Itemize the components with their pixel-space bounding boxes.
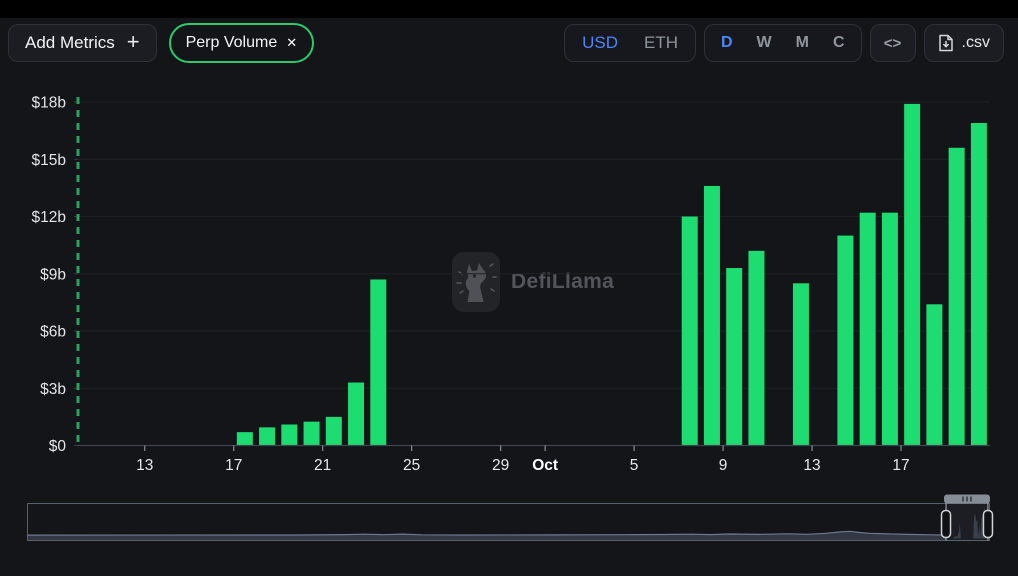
currency-option-usd[interactable]: USD — [582, 33, 618, 52]
volume-bar-sep-17[interactable] — [236, 432, 253, 446]
volume-bar-oct-8[interactable] — [703, 185, 720, 446]
slider-window-preview — [946, 505, 988, 539]
file-download-icon — [938, 34, 953, 52]
plus-icon: + — [126, 29, 140, 54]
volume-bar-oct-18[interactable] — [926, 304, 943, 446]
grip-dots-icon — [970, 496, 972, 502]
x-axis-label: 21 — [314, 457, 331, 474]
toolbar-left: Add Metrics + Perp Volume ✕ — [8, 23, 315, 63]
toolbar-right: USD ETH D W M C <> .csv — [564, 24, 1004, 62]
y-axis-label: $9b — [40, 266, 66, 283]
volume-bar-sep-19[interactable] — [281, 424, 298, 446]
volume-bar-sep-21[interactable] — [325, 416, 342, 446]
slider-right-handle[interactable] — [982, 509, 994, 539]
x-axis-label: 5 — [630, 457, 639, 474]
add-metrics-label: Add Metrics — [25, 33, 115, 52]
volume-bar-oct-7[interactable] — [681, 216, 698, 446]
y-axis-label: $3b — [40, 381, 66, 398]
slider-data-shadow-line — [27, 530, 947, 536]
interval-option-weekly[interactable]: W — [756, 34, 772, 51]
interval-option-monthly[interactable]: M — [795, 34, 809, 51]
chart-toolbar: Add Metrics + Perp Volume ✕ USD ETH D W … — [8, 23, 1004, 63]
volume-bar-oct-20[interactable] — [970, 122, 987, 446]
volume-bar-sep-23[interactable] — [370, 279, 387, 446]
interval-option-cumulative[interactable]: C — [832, 34, 845, 51]
interval-toggle: D W M C — [703, 24, 862, 62]
x-axis-label: Oct — [532, 457, 558, 474]
volume-bar-oct-12[interactable] — [792, 283, 809, 446]
volume-bar-oct-14[interactable] — [837, 235, 854, 446]
x-axis-label: 13 — [136, 457, 153, 474]
volume-bar-oct-17[interactable] — [904, 103, 921, 446]
embed-code-button[interactable]: <> — [869, 24, 916, 62]
y-axis-label: $0 — [49, 438, 67, 455]
x-axis-label: 25 — [403, 457, 420, 474]
volume-bar-oct-19[interactable] — [948, 147, 965, 446]
volume-bar-oct-10[interactable] — [748, 250, 765, 446]
metric-pill-label: Perp Volume — [185, 34, 278, 51]
y-axis-label: $15b — [32, 152, 66, 169]
currency-option-eth[interactable]: ETH — [643, 33, 678, 52]
volume-bar-sep-18[interactable] — [259, 427, 276, 446]
metric-pill-perp-volume[interactable]: Perp Volume ✕ — [168, 23, 315, 63]
x-axis-label: 17 — [225, 457, 242, 474]
x-axis-label: 29 — [492, 457, 509, 474]
y-axis-label: $6b — [40, 324, 66, 341]
csv-button-label: .csv — [961, 34, 990, 51]
x-axis-label: 17 — [892, 457, 909, 474]
x-axis-label: 13 — [803, 457, 820, 474]
currency-toggle: USD ETH — [564, 24, 696, 62]
download-csv-button[interactable]: .csv — [923, 24, 1004, 62]
grip-dots-icon — [962, 496, 964, 502]
volume-bar-oct-15[interactable] — [859, 212, 876, 446]
x-axis-label: 9 — [719, 457, 728, 474]
interval-option-daily[interactable]: D — [720, 34, 733, 51]
volume-bar-sep-22[interactable] — [348, 382, 365, 446]
add-metrics-button[interactable]: Add Metrics + — [8, 24, 157, 62]
volume-bar-sep-20[interactable] — [303, 421, 320, 446]
grip-dots-icon — [966, 496, 968, 502]
y-axis-label: $18b — [32, 95, 66, 112]
y-axis-label: $12b — [32, 209, 66, 226]
close-icon[interactable]: ✕ — [286, 35, 298, 50]
slider-data-shadow-area — [27, 531, 947, 540]
volume-bar-oct-9[interactable] — [726, 268, 743, 446]
slider-left-handle[interactable] — [940, 509, 952, 539]
code-brackets-icon: <> — [883, 34, 902, 52]
volume-bar-oct-16[interactable] — [881, 212, 898, 446]
